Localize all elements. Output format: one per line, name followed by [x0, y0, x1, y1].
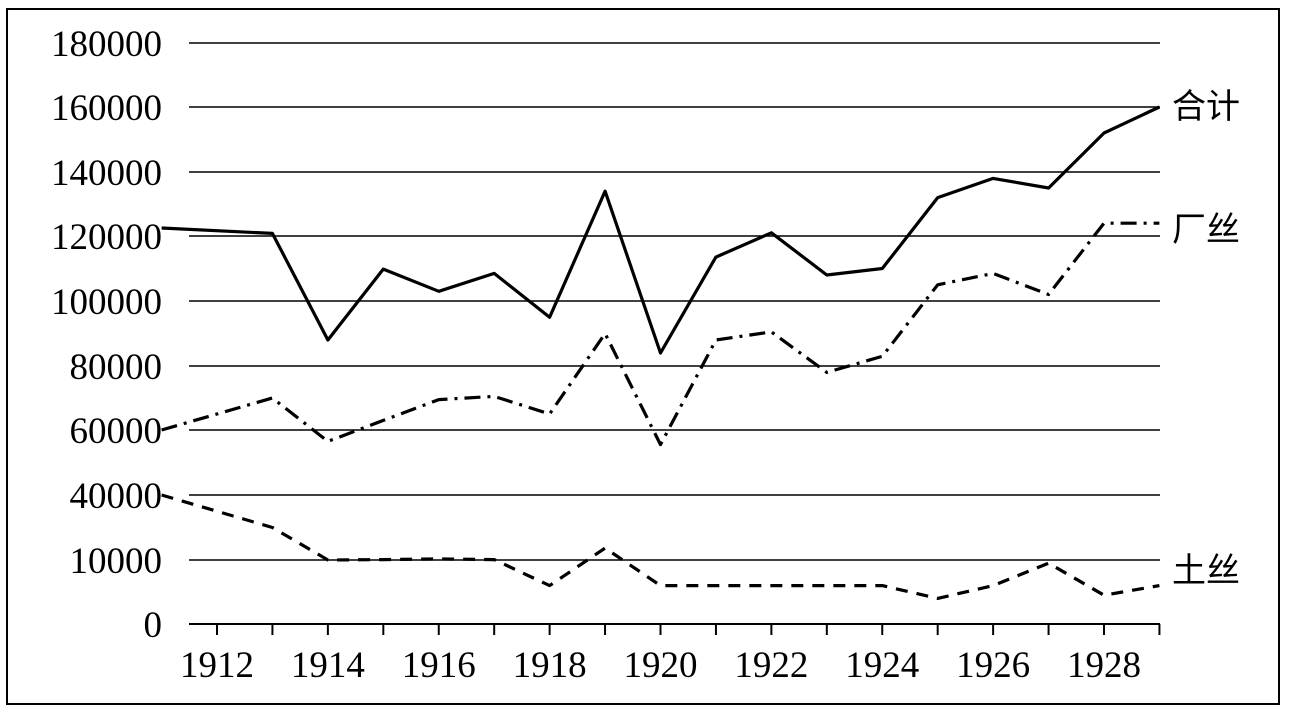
series-label: 合计 — [1172, 87, 1240, 127]
gridlines — [189, 42, 1160, 561]
x-tick-label: 1926 — [956, 645, 1030, 686]
x-tick-label: 1922 — [734, 645, 808, 686]
y-tick-label: 60000 — [70, 411, 163, 452]
y-tick-label: 0 — [144, 605, 163, 646]
x-axis: 1912 1914 1916 1918 1920 1922 1924 1926 1928 — [180, 623, 1161, 686]
x-tick-label: 1914 — [291, 645, 365, 686]
x-tick-label: 1912 — [180, 645, 254, 686]
x-tick-label: 1924 — [845, 645, 919, 686]
series-line — [161, 221, 1160, 447]
y-tick-label: 80000 — [70, 347, 163, 388]
y-tick-label: 180000 — [51, 24, 162, 65]
x-tick-label: 1928 — [1067, 645, 1141, 686]
y-tick-label: 140000 — [51, 153, 162, 194]
series-line — [161, 105, 1161, 355]
x-tick-label: 1920 — [624, 645, 698, 686]
y-axis-tick-labels: 0 10000 40000 60000 80000 100000 120000 140000 1… — [51, 24, 162, 646]
y-tick-label: 100000 — [51, 282, 162, 323]
series-label: 土丝 — [1172, 551, 1240, 591]
series-line — [161, 493, 1160, 601]
series-lines — [161, 105, 1161, 601]
x-tick-label: 1918 — [513, 645, 587, 686]
y-tick-label: 40000 — [70, 476, 163, 517]
y-tick-label: 10000 — [70, 541, 163, 582]
chart-frame — [6, 8, 1280, 705]
y-tick-label: 160000 — [51, 88, 162, 129]
series-label: 厂丝 — [1172, 210, 1240, 250]
x-tick-label: 1916 — [402, 645, 476, 686]
y-tick-label: 120000 — [51, 217, 162, 258]
